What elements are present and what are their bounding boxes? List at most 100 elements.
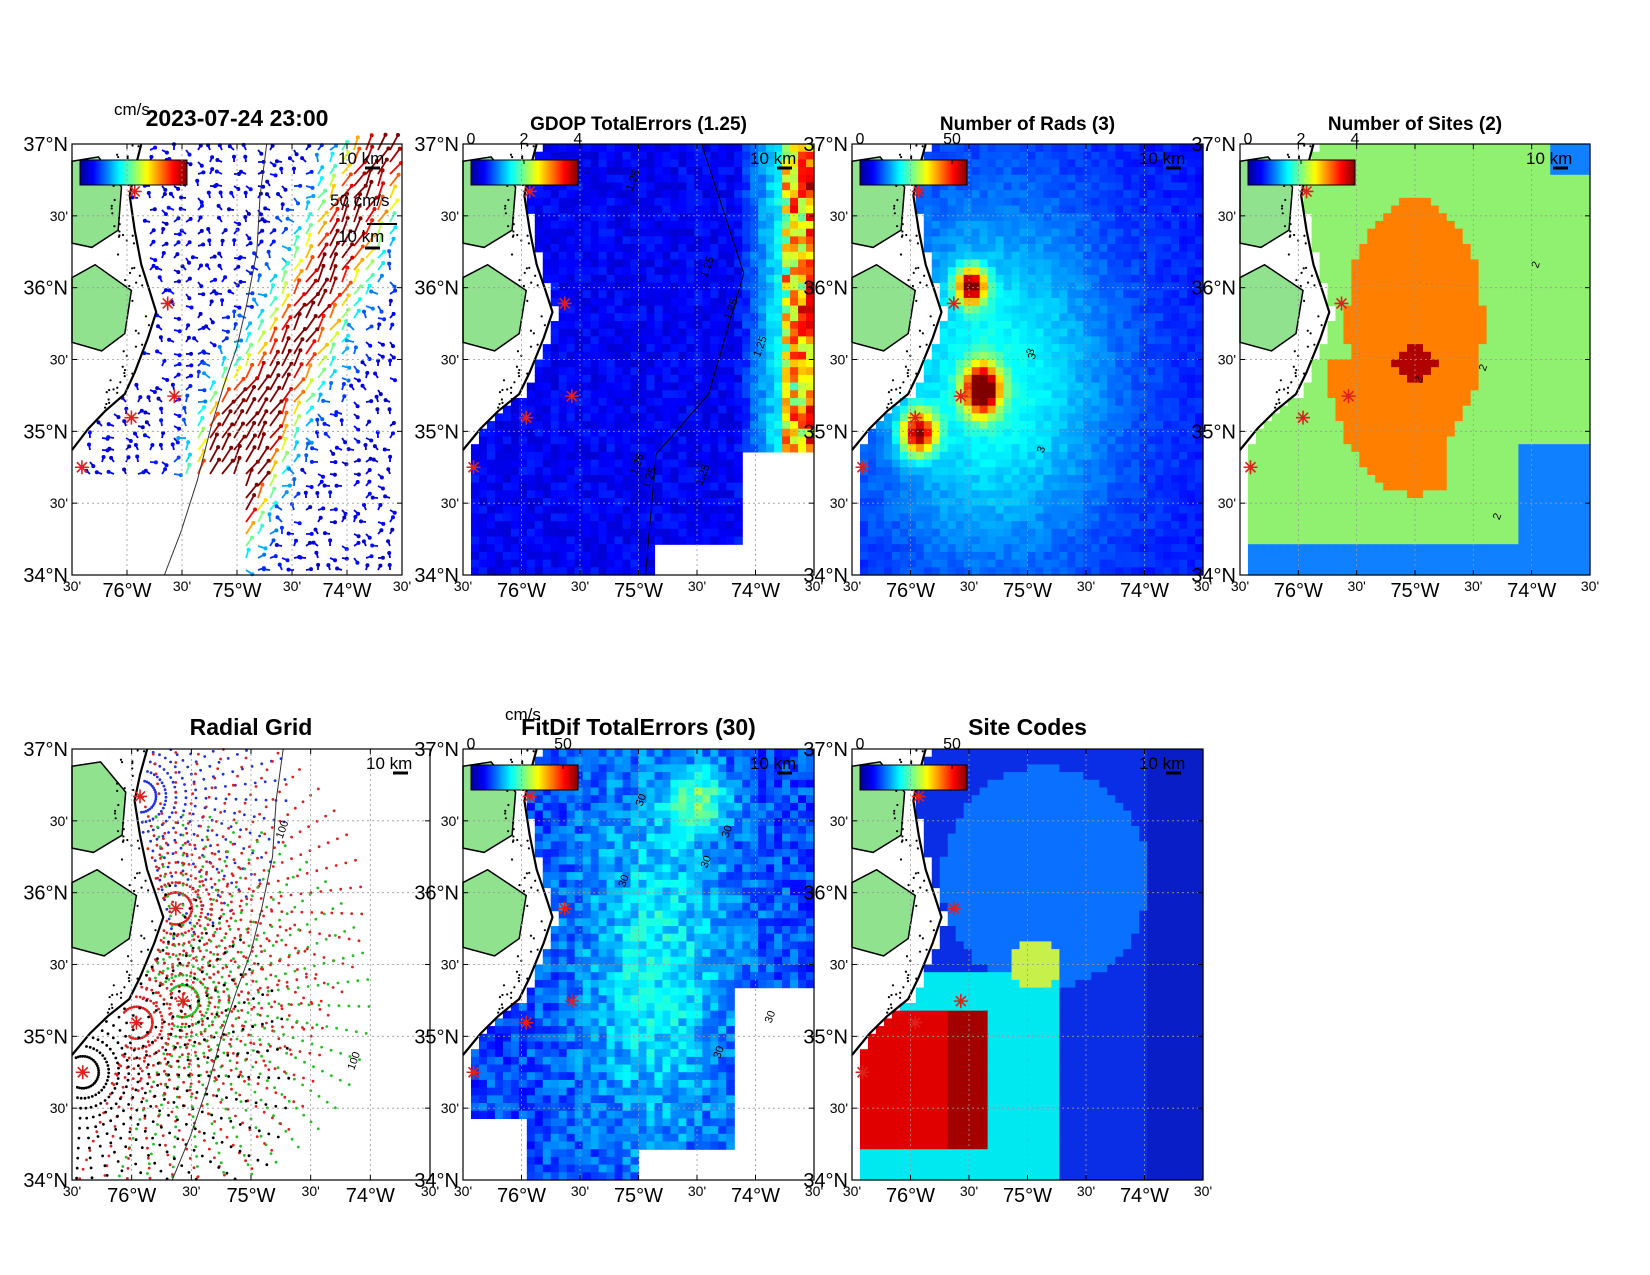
current-vector	[353, 205, 361, 223]
grid-cell	[1139, 413, 1148, 422]
grid-cell	[798, 159, 807, 168]
grid-cell	[710, 144, 719, 153]
grid-cell	[606, 451, 616, 461]
grid-cell	[995, 213, 1005, 222]
grid-cell	[907, 444, 917, 453]
current-vector	[221, 388, 230, 403]
grid-cell	[686, 328, 695, 338]
grid-cell	[510, 559, 520, 568]
grid-cell	[1131, 367, 1140, 376]
grid-cell	[1099, 413, 1108, 422]
grid-cell	[478, 467, 488, 476]
grid-cell	[1011, 374, 1021, 384]
grid-cell	[550, 528, 560, 538]
grid-cell	[1059, 228, 1068, 237]
current-vector	[221, 447, 232, 463]
current-vector-head	[182, 405, 187, 410]
grid-cell	[955, 259, 965, 268]
grid-cell	[622, 282, 632, 291]
grid-cell	[702, 236, 711, 245]
current-vector	[293, 338, 304, 355]
grid-cell	[1067, 251, 1076, 261]
current-vector-head	[357, 203, 362, 208]
grid-cell	[662, 290, 672, 299]
current-vector-head	[386, 467, 391, 472]
current-vector-head	[301, 389, 306, 394]
grid-cell	[510, 428, 520, 438]
grid-cell	[963, 444, 973, 453]
grid-cell	[534, 374, 544, 384]
grid-cell	[1011, 174, 1021, 184]
current-vector-head	[302, 327, 307, 331]
grid-cell	[1067, 390, 1076, 399]
grid-cell	[1043, 251, 1053, 261]
grid-cell	[678, 513, 687, 522]
current-vector-head	[274, 159, 279, 164]
grid-cell	[582, 513, 592, 522]
grid-cell	[662, 536, 672, 545]
grid-cell	[566, 413, 576, 422]
grid-cell	[654, 405, 664, 414]
grid-cell	[971, 321, 981, 330]
current-vector-head	[381, 181, 386, 186]
grid-cell	[939, 344, 949, 353]
grid-cell	[758, 413, 767, 422]
current-vector	[257, 422, 266, 439]
grid-cell	[790, 220, 799, 230]
grid-cell	[1091, 367, 1100, 376]
grid-cell	[1131, 397, 1140, 407]
grid-cell	[1179, 182, 1188, 191]
grid-cell	[558, 390, 568, 399]
grid-cell	[875, 444, 885, 453]
grid-cell	[718, 505, 727, 515]
grid-cell	[939, 213, 949, 222]
current-vector-head	[217, 422, 222, 427]
grid-cell	[486, 474, 496, 484]
grid-cell	[638, 267, 648, 276]
current-vector-head	[230, 422, 235, 427]
current-vector-head	[109, 455, 114, 460]
grid-cell	[1083, 374, 1092, 384]
grid-cell	[718, 190, 727, 199]
grid-cell	[534, 382, 544, 391]
grid-cell	[646, 321, 656, 330]
current-vector	[245, 461, 259, 475]
current-vector-head	[265, 179, 270, 184]
grid-cell	[782, 351, 791, 361]
grid-cell	[726, 190, 735, 199]
grid-cell	[790, 313, 799, 322]
grid-cell	[1043, 344, 1053, 353]
current-vector	[257, 362, 265, 379]
grid-cell	[1035, 244, 1045, 253]
grid-cell	[638, 205, 648, 214]
current-vector-head	[309, 459, 314, 464]
grid-cell	[606, 336, 616, 345]
grid-cell	[798, 236, 807, 245]
current-vector	[257, 460, 270, 475]
grid-cell	[694, 513, 703, 522]
grid-cell	[1083, 244, 1092, 253]
grid-cell	[718, 259, 727, 268]
grid-cell	[1163, 182, 1172, 191]
current-vector-head	[241, 421, 245, 426]
grid-cell	[494, 421, 504, 430]
grid-cell	[686, 467, 695, 476]
grid-cell	[1187, 351, 1196, 361]
grid-cell	[702, 344, 711, 353]
grid-cell	[534, 413, 544, 422]
current-vector	[329, 219, 339, 235]
grid-cell	[662, 421, 672, 430]
current-vector-head	[196, 369, 201, 374]
grid-cell	[558, 528, 568, 538]
grid-cell	[606, 297, 616, 307]
current-vector-head	[261, 330, 266, 335]
grid-cell	[891, 413, 901, 422]
grid-cell	[1147, 428, 1156, 438]
grid-cell	[670, 482, 679, 491]
current-vector	[269, 449, 278, 463]
current-vector-head	[345, 265, 350, 270]
grid-cell	[518, 451, 528, 461]
grid-cell	[598, 321, 608, 330]
grid-cell	[702, 197, 711, 207]
grid-cell	[654, 197, 664, 207]
